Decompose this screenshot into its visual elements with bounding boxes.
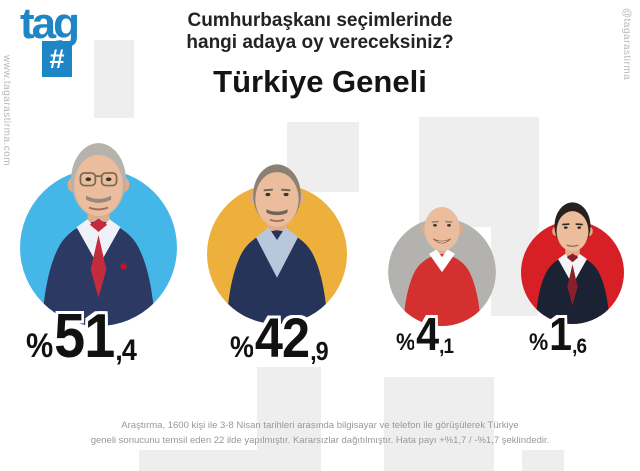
percent-integer: 42 [254, 306, 310, 369]
sweater [403, 253, 481, 326]
header: Cumhurbaşkanı seçimlerinde hangi adaya o… [0, 10, 640, 100]
percentage-label-ince: % 4,1 [396, 308, 454, 360]
percent-sign: % [396, 329, 415, 356]
percent-sign: % [230, 331, 254, 364]
percent-decimal: ,1 [439, 335, 454, 358]
footnote-line1: Araştırma, 1600 kişi ile 3-8 Nisan tarih… [121, 420, 519, 431]
website-vertical-text: www.tagarastirma.com [1, 55, 12, 167]
face-features [79, 172, 118, 211]
percent-decimal: ,9 [310, 336, 329, 366]
watermark-block [94, 40, 134, 118]
candidate-card-ince [388, 186, 496, 326]
percent-integer: 51 [54, 302, 115, 371]
candidate-card-kilicdaroglu [20, 122, 177, 326]
face [255, 172, 299, 227]
footnote-line2: geneli sonucunu temsil eden 22 ilde yapı… [90, 435, 550, 447]
face-features [562, 223, 583, 247]
percent-sign: % [26, 327, 53, 365]
watermark-block [139, 450, 276, 471]
tag-logo: tag # [20, 0, 80, 77]
percent-decimal: ,6 [572, 335, 587, 358]
face [74, 154, 123, 217]
question-title-line2: hangi adaya oy vereceksiniz? [186, 32, 454, 54]
percent-sign: % [529, 329, 548, 356]
candidate-card-ogan [521, 190, 624, 324]
shirt [256, 227, 298, 278]
watermark-block [522, 450, 564, 471]
candidate-card-erdogan [207, 142, 347, 324]
percent-integer: 1 [549, 308, 572, 360]
percentage-label-kilicdaroglu: % 51,4 [26, 302, 137, 371]
percent-decimal: ,4 [115, 334, 137, 367]
percentage-label-ogan: % 1,6 [529, 308, 587, 360]
candidate-photo-ogan [521, 202, 624, 324]
watermark-block [287, 122, 359, 192]
flag-pin [120, 263, 127, 270]
watermark-block [384, 377, 494, 471]
face [556, 211, 589, 252]
hash-icon: # [42, 41, 72, 77]
tie [89, 218, 108, 298]
tie [566, 253, 579, 306]
percent-integer: 4 [416, 308, 439, 360]
face-features [431, 220, 453, 244]
region-subtitle: Türkiye Geneli [213, 63, 427, 99]
tag-logo-text: tag [20, 0, 80, 48]
shirt-collar [429, 249, 455, 273]
social-handle-vertical-text: @tagarastirma [621, 8, 632, 81]
methodology-footnote: Araştırma, 1600 kişi ile 3-8 Nisan tarih… [85, 418, 555, 448]
candidate-photo-erdogan [207, 164, 347, 324]
percentage-label-erdogan: % 42,9 [230, 306, 329, 369]
face-features [263, 188, 291, 222]
candidate-photo-kilicdaroglu [20, 143, 177, 326]
candidate-photo-ince [388, 207, 496, 326]
question-title-line1: Cumhurbaşkanı seçimlerinde [187, 10, 453, 31]
